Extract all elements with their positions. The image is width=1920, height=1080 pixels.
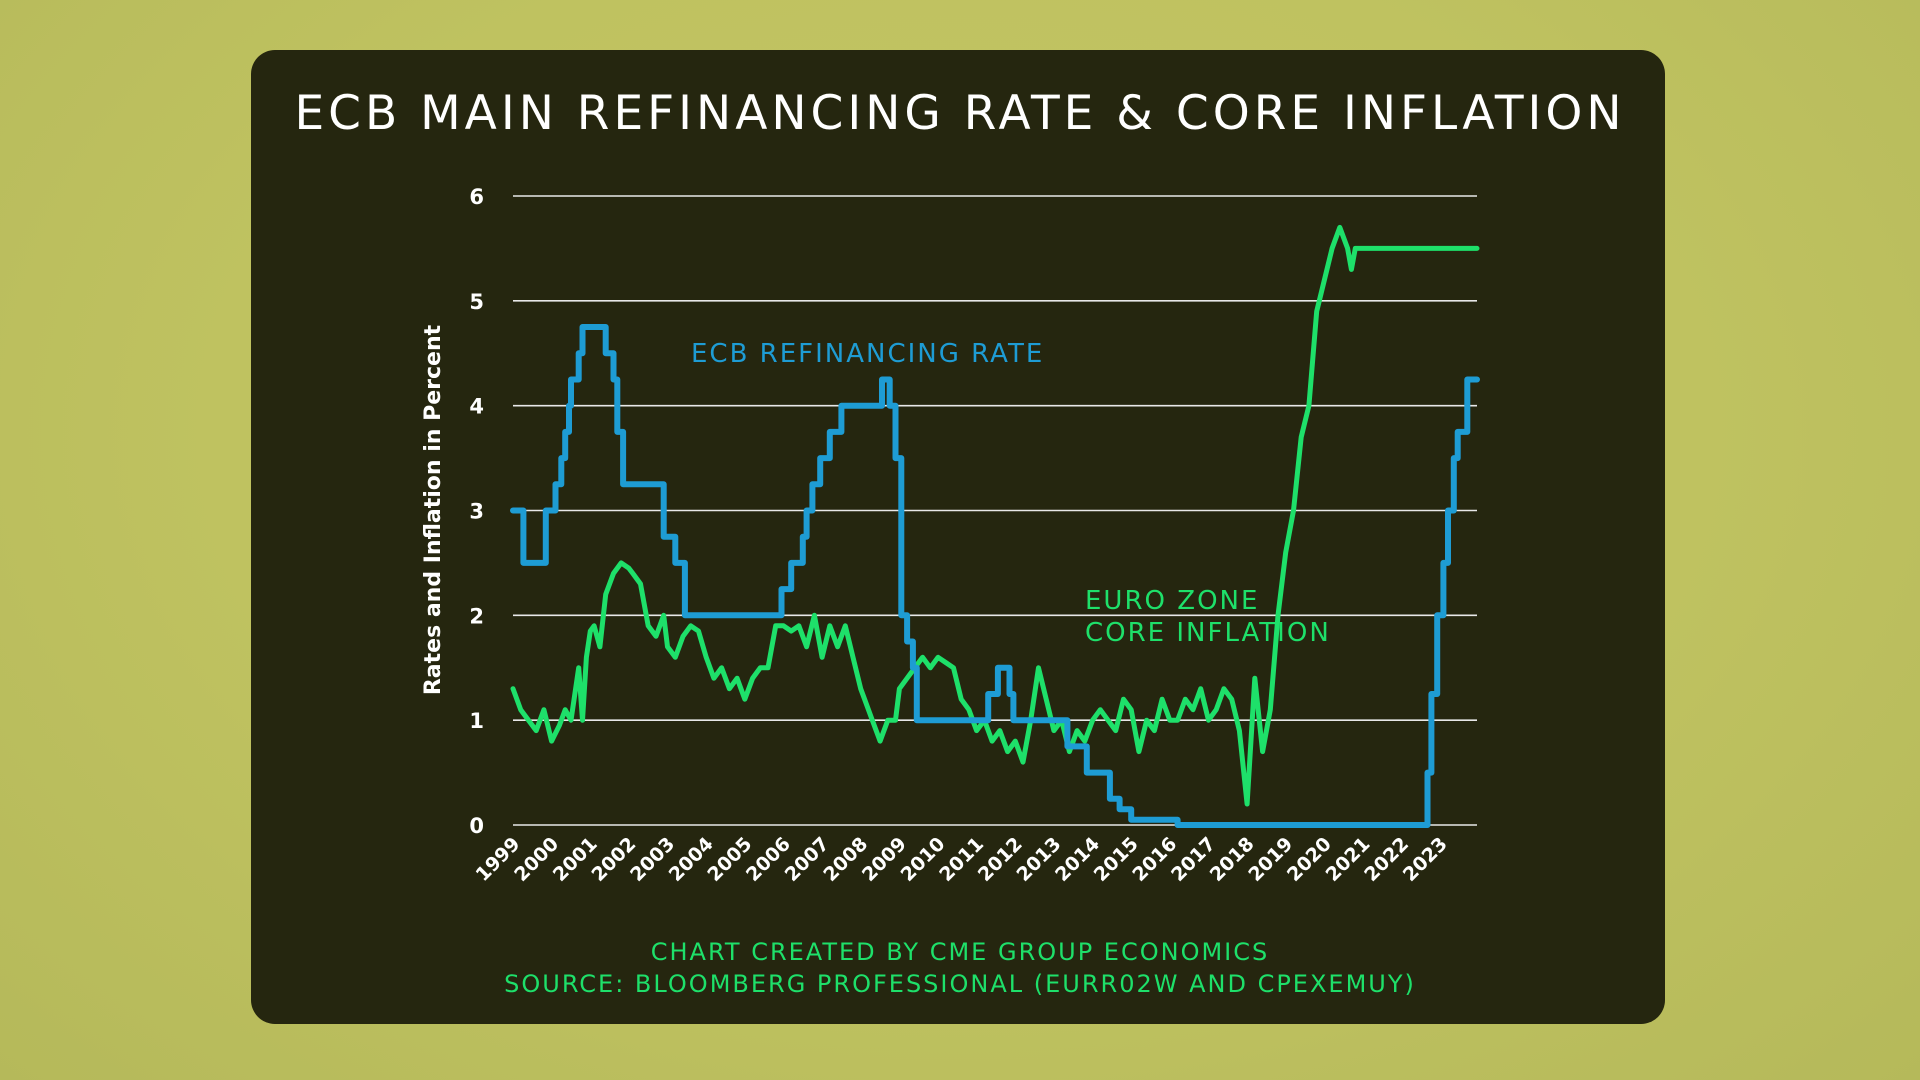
y-tick-label: 6 bbox=[469, 185, 484, 209]
x-axis-ticks: 1999200020012002200320042005200620072008… bbox=[472, 833, 1452, 886]
y-axis-ticks: 0 1 2 3 4 5 6 bbox=[469, 185, 484, 838]
x-tick-label: 2023 bbox=[1399, 833, 1452, 886]
y-tick-label: 4 bbox=[469, 395, 484, 419]
inflation-series-label: EURO ZONE bbox=[1085, 586, 1259, 616]
y-axis-label: Rates and Inflation in Percent bbox=[421, 324, 446, 695]
y-tick-label: 1 bbox=[469, 709, 484, 733]
chart-title: ECB MAIN REFINANCING RATE & CORE INFLATI… bbox=[294, 86, 1626, 141]
footer-credit: CHART CREATED BY CME GROUP ECONOMICS bbox=[650, 938, 1270, 966]
chart-panel bbox=[251, 50, 1665, 1024]
y-tick-label: 0 bbox=[469, 814, 484, 838]
ecb-series-label: ECB REFINANCING RATE bbox=[691, 339, 1044, 369]
series-lines bbox=[510, 224, 1480, 828]
grid-lines bbox=[513, 195, 1477, 826]
ecb-refinancing-rate-line bbox=[510, 324, 1480, 828]
footer-source: SOURCE: BLOOMBERG PROFESSIONAL (EURR02W … bbox=[504, 970, 1416, 998]
y-tick-label: 3 bbox=[469, 500, 484, 524]
y-tick-label: 2 bbox=[469, 604, 484, 628]
y-tick-label: 5 bbox=[469, 290, 484, 314]
core-inflation-line bbox=[510, 224, 1480, 807]
inflation-series-label: CORE INFLATION bbox=[1085, 618, 1331, 648]
